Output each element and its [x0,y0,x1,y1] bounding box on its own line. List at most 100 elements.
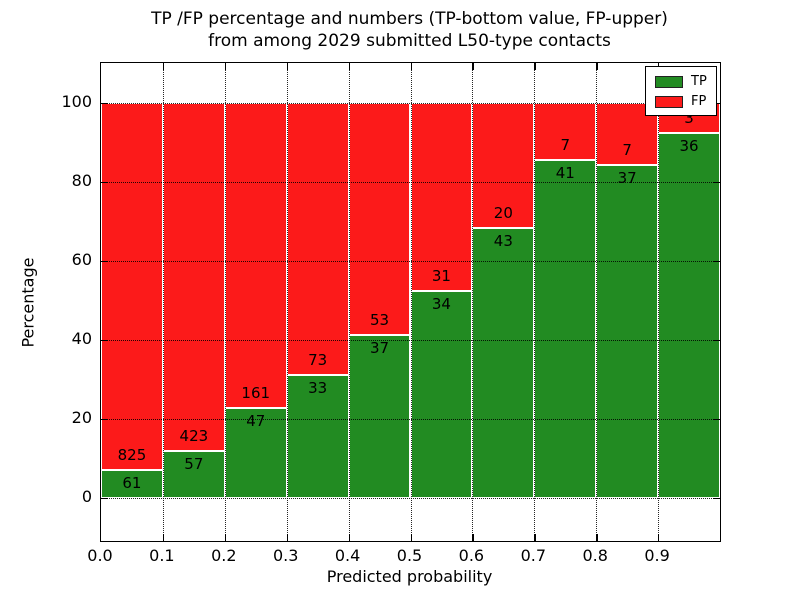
tp-count-label: 34 [431,294,451,313]
x-tick-mark [534,534,536,541]
tp-bar-segment [101,470,163,498]
fp-bar-segment [410,102,473,291]
chart-title-line1: TP /FP percentage and numbers (TP-bottom… [151,9,668,29]
x-tick-mark [162,534,165,541]
y-tick-mark-right [713,260,720,262]
fp-count-label: 20 [493,203,513,222]
tp-count-label: 47 [246,412,266,431]
y-tick-mark [101,339,108,341]
tp-bar-segment [472,227,535,498]
fp-bar-segment [224,102,287,409]
x-tick-label: 0.6 [458,546,485,565]
tp-count-label: 43 [493,231,513,250]
legend-color-patch [655,76,683,88]
x-axis-label: Predicted probability [326,567,493,586]
y-tick-mark [101,102,108,104]
x-tick-label: 0.7 [520,546,547,565]
x-tick-mark-top [410,63,412,70]
tp-bar-segment [534,160,597,498]
x-tick-mark [472,534,474,541]
x-gridline [224,63,226,541]
x-tick-label: 0.5 [396,546,423,565]
tp-bar-segment [596,165,659,498]
fp-bar-segment [348,102,411,336]
y-tick-mark [101,260,108,262]
fp-count-label: 73 [308,350,328,369]
fp-bar-segment [162,102,225,451]
x-tick-label: 0.9 [644,546,670,565]
tp-bar-segment [162,450,225,498]
y-tick-mark-right [713,339,720,341]
x-gridline [348,63,350,541]
tp-count-label: 41 [555,164,575,183]
x-tick-mark [224,534,227,541]
fp-count-label: 3 [684,108,694,127]
tp-count-label: 33 [308,378,328,397]
y-tick-mark [101,181,108,183]
fp-count-label: 7 [560,136,571,155]
legend-label: FP [691,94,707,109]
tp-count-label: 61 [122,474,142,493]
chart-title: TP /FP percentage and numbers (TP-bottom… [100,8,719,52]
x-tick-mark [596,534,598,541]
x-tick-mark-top [348,63,350,70]
fp-count-label: 7 [622,141,632,160]
tp-bar-segment [286,374,349,498]
x-tick-mark-top [596,63,598,70]
tp-count-label: 57 [184,454,204,473]
y-tick-mark [101,497,108,499]
fp-bar-segment [286,102,349,375]
fp-bar-segment [101,102,163,471]
tp-count-label: 37 [370,339,390,358]
x-tick-mark [410,534,412,541]
x-gridline [410,63,412,541]
tp-count-label: 36 [679,136,699,155]
y-tick-label: 100 [61,91,92,111]
y-tick-label: 0 [81,486,92,506]
fp-count-label: 825 [117,446,147,465]
x-tick-label: 0.4 [334,546,361,565]
y-tick-label: 80 [71,170,92,190]
y-tick-label: 20 [71,407,92,427]
x-gridline [472,63,474,541]
y-tick-mark-right [713,497,720,499]
tp-bar-segment [658,132,720,498]
x-tick-mark [286,534,289,541]
x-tick-label: 0.8 [582,546,608,565]
legend: TP FP [645,66,717,116]
x-tick-mark-top [162,63,165,70]
y-axis-label: Percentage [18,257,38,348]
x-tick-mark-top [286,63,289,70]
x-tick-mark-top [224,63,227,70]
x-gridline [534,63,536,541]
x-tick-mark [658,534,660,541]
y-tick-mark-right [713,418,720,420]
x-tick-mark-top [534,63,536,70]
legend-color-patch [655,96,683,108]
x-tick-label: 0.3 [272,546,299,565]
tp-count-label: 37 [617,169,637,188]
plot-area: 825 61 423 57 161 47 73 33 53 37 31 34 20 43 7 41 7 37 3 36 [100,62,721,542]
x-gridline [658,63,660,541]
x-tick-label: 0.2 [211,546,237,565]
y-tick-mark-right [713,181,720,183]
y-tick-label: 40 [71,328,92,348]
tp-bar-segment [348,335,411,498]
x-gridline [162,63,164,541]
chart-title-line2: from among 2029 submitted L50-type conta… [208,31,611,51]
x-gridline [596,63,598,541]
fp-count-label: 53 [370,311,390,330]
y-tick-mark [101,418,108,420]
x-gridline [286,63,288,541]
x-tick-mark-top [472,63,474,70]
x-tick-label: 0.1 [149,546,175,565]
legend-row: FP [646,92,716,112]
legend-label: TP [691,74,707,89]
legend-row: TP [646,72,716,92]
x-tick-label: 0.0 [87,546,113,565]
x-tick-mark [348,534,350,541]
tp-bar-segment [410,290,473,498]
fp-count-label: 423 [179,426,209,445]
fp-count-label: 161 [241,384,271,403]
